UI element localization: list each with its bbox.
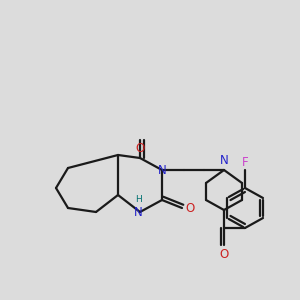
Text: H: H: [135, 196, 141, 205]
Text: F: F: [242, 155, 248, 169]
Text: O: O: [135, 142, 145, 155]
Text: N: N: [134, 206, 142, 218]
Text: N: N: [220, 154, 228, 167]
Text: N: N: [158, 164, 166, 176]
Text: O: O: [185, 202, 195, 214]
Text: O: O: [219, 248, 229, 260]
